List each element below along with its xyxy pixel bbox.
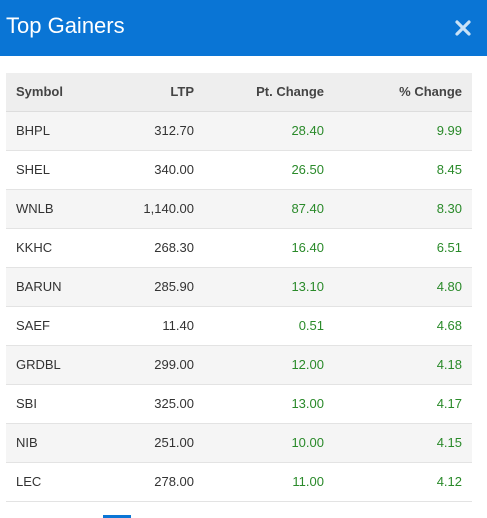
pt-change-cell: 10.00 <box>291 435 324 450</box>
ltp-cell: 251.00 <box>154 435 194 450</box>
symbol-cell[interactable]: KKHC <box>16 240 53 255</box>
column-header-pct-change[interactable]: % Change <box>334 73 472 112</box>
table-row[interactable]: LEC 278.00 11.00 4.12 <box>6 462 472 501</box>
pct-change-cell: 8.45 <box>436 162 462 177</box>
symbol-cell[interactable]: GRDBL <box>16 357 61 372</box>
symbol-cell[interactable]: SHEL <box>16 162 50 177</box>
pt-change-cell: 26.50 <box>291 162 324 177</box>
symbol-cell[interactable]: SAEF <box>16 318 50 333</box>
modal-title: Top Gainers <box>6 13 125 38</box>
pct-change-cell: 4.15 <box>436 435 462 450</box>
pct-change-cell: 4.80 <box>436 279 462 294</box>
gainers-table-container: Symbol LTP Pt. Change % Change BHPL 312.… <box>6 73 472 502</box>
ltp-cell: 278.00 <box>154 474 194 489</box>
pct-change-cell: 6.51 <box>436 240 462 255</box>
pt-change-cell: 12.00 <box>291 357 324 372</box>
ltp-cell: 285.90 <box>154 279 194 294</box>
pct-change-cell: 8.30 <box>436 201 462 216</box>
modal-header: Top Gainers <box>0 0 487 56</box>
table-row[interactable]: KKHC 268.30 16.40 6.51 <box>6 228 472 267</box>
pt-change-cell: 28.40 <box>291 123 324 138</box>
table-row[interactable]: SHEL 340.00 26.50 8.45 <box>6 150 472 189</box>
table-row[interactable]: BARUN 285.90 13.10 4.80 <box>6 267 472 306</box>
symbol-cell[interactable]: SBI <box>16 396 37 411</box>
ltp-cell: 325.00 <box>154 396 194 411</box>
ltp-cell: 1,140.00 <box>143 201 194 216</box>
symbol-cell[interactable]: BARUN <box>16 279 62 294</box>
table-row[interactable]: NIB 251.00 10.00 4.15 <box>6 423 472 462</box>
symbol-cell[interactable]: LEC <box>16 474 42 489</box>
symbol-cell[interactable]: BHPL <box>16 123 50 138</box>
ltp-cell: 11.40 <box>162 318 194 333</box>
scroll-indicator[interactable] <box>103 515 131 518</box>
pt-change-cell: 13.00 <box>291 396 324 411</box>
pct-change-cell: 4.12 <box>436 474 462 489</box>
ltp-cell: 340.00 <box>154 162 194 177</box>
pt-change-cell: 0.51 <box>298 318 324 333</box>
pt-change-cell: 13.10 <box>291 279 324 294</box>
table-row[interactable]: SAEF 11.40 0.51 4.68 <box>6 306 472 345</box>
symbol-cell[interactable]: WNLB <box>16 201 54 216</box>
ltp-cell: 312.70 <box>154 123 194 138</box>
pt-change-cell: 87.40 <box>291 201 324 216</box>
pct-change-cell: 4.68 <box>436 318 462 333</box>
symbol-cell[interactable]: NIB <box>16 435 38 450</box>
table-row[interactable]: WNLB 1,140.00 87.40 8.30 <box>6 189 472 228</box>
pct-change-cell: 4.18 <box>436 357 462 372</box>
table-body: BHPL 312.70 28.40 9.99 SHEL 340.00 26.50… <box>6 111 472 501</box>
gainers-table: Symbol LTP Pt. Change % Change BHPL 312.… <box>6 73 472 502</box>
table-row[interactable]: GRDBL 299.00 12.00 4.18 <box>6 345 472 384</box>
header-row: Symbol LTP Pt. Change % Change <box>6 73 472 112</box>
table-header: Symbol LTP Pt. Change % Change <box>6 73 472 112</box>
pct-change-cell: 9.99 <box>436 123 462 138</box>
close-icon[interactable] <box>451 16 475 40</box>
column-header-ltp[interactable]: LTP <box>98 73 204 112</box>
pt-change-cell: 11.00 <box>292 474 324 489</box>
column-header-pt-change[interactable]: Pt. Change <box>204 73 334 112</box>
pt-change-cell: 16.40 <box>291 240 324 255</box>
pct-change-cell: 4.17 <box>436 396 462 411</box>
ltp-cell: 268.30 <box>154 240 194 255</box>
table-row[interactable]: BHPL 312.70 28.40 9.99 <box>6 111 472 150</box>
close-button[interactable] <box>451 16 475 40</box>
table-row[interactable]: SBI 325.00 13.00 4.17 <box>6 384 472 423</box>
column-header-symbol[interactable]: Symbol <box>6 73 98 112</box>
ltp-cell: 299.00 <box>154 357 194 372</box>
